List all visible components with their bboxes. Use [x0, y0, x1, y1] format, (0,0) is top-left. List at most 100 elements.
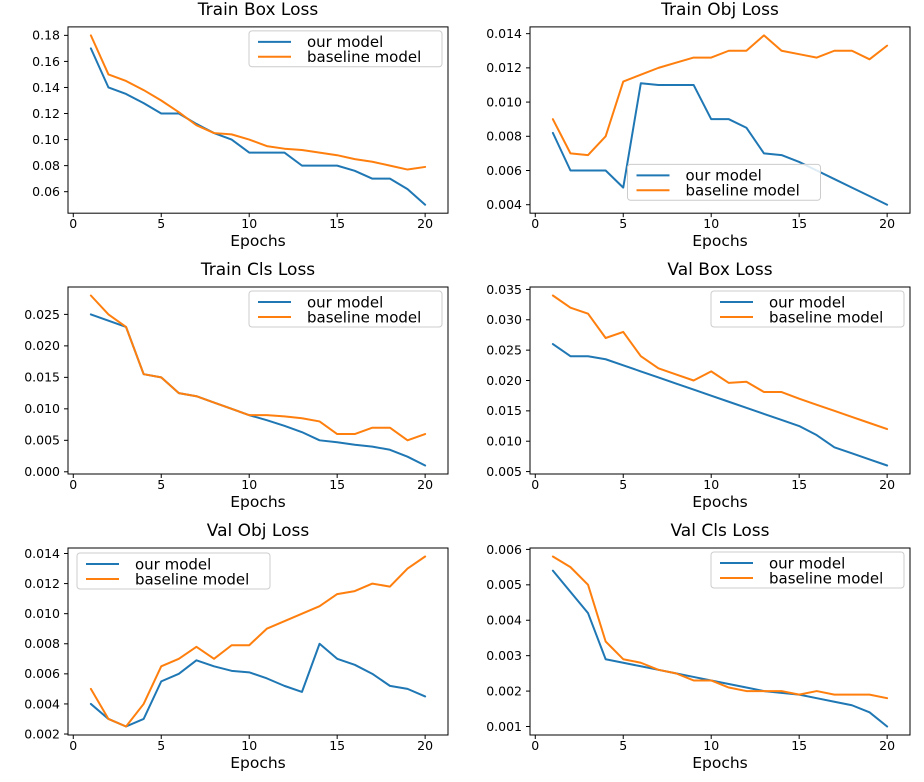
chart-svg: 0.000 0.005 0.010 0.015 0.020 0.025 0 5 10 15 20 Tr… — [24, 260, 449, 511]
x-tick-label: 0 — [69, 477, 77, 492]
chart-val-obj-loss: 0.002 0.004 0.006 0.008 0.010 0.012 0.014 0 5 10 1… — [0, 521, 462, 782]
y-tick-label: 0.06 — [32, 184, 60, 199]
x-axis-label: Epochs — [230, 232, 286, 250]
legend-label: baseline model — [686, 182, 800, 200]
series-line-our-model — [551, 569, 889, 728]
x-tick-label: 15 — [329, 477, 345, 492]
y-tick-label: 0.015 — [24, 370, 60, 385]
series-line-our-model — [551, 343, 889, 467]
y-tick-label: 0.004 — [486, 613, 522, 628]
chart-train-box-loss: 0.06 0.08 0.10 0.12 0.14 0.16 0.18 0 5 10 15 20 Trai… — [0, 0, 462, 260]
x-axis-label: Epochs — [230, 493, 286, 511]
legend-label: baseline model — [307, 48, 421, 66]
x-tick-label: 15 — [329, 738, 345, 753]
y-tick-label: 0.025 — [486, 343, 522, 358]
y-tick-label: 0.12 — [32, 106, 60, 121]
y-tick-label: 0.030 — [486, 312, 522, 327]
y-tick-label: 0.000 — [24, 464, 60, 479]
series-line-our-model — [89, 642, 427, 728]
y-tick-label: 0.035 — [486, 282, 522, 297]
y-tick-label: 0.020 — [24, 338, 60, 353]
legend-box — [710, 551, 905, 589]
x-tick-label: 0 — [531, 477, 539, 492]
x-tick-label: 5 — [157, 738, 165, 753]
series-line-our-model — [89, 313, 427, 467]
x-tick-label: 10 — [703, 738, 719, 753]
x-tick-label: 10 — [703, 216, 719, 231]
x-tick-label: 15 — [791, 216, 807, 231]
y-tick-label: 0.10 — [32, 132, 60, 147]
legend-box — [710, 290, 905, 328]
y-tick-label: 0.014 — [24, 546, 60, 561]
x-tick-label: 20 — [417, 216, 433, 231]
chart-svg: 0.001 0.002 0.003 0.004 0.005 0.006 0 5 10 15 20 Va… — [486, 521, 911, 772]
chart-svg: 0.06 0.08 0.10 0.12 0.14 0.16 0.18 0 5 10 15 20 Trai… — [32, 0, 449, 250]
chart-svg: 0.004 0.006 0.008 0.010 0.012 0.014 0 5 10 15 20 Tr… — [486, 0, 911, 250]
x-tick-label: 5 — [157, 216, 165, 231]
x-tick-label: 20 — [879, 477, 895, 492]
series-line-baseline-model — [89, 555, 427, 728]
y-tick-label: 0.008 — [24, 636, 60, 651]
series-line-our-model — [551, 82, 889, 206]
chart-title: Train Box Loss — [197, 0, 318, 19]
chart-val-box-loss: 0.005 0.010 0.015 0.020 0.025 0.030 0.035 0 5 10 1… — [462, 260, 924, 521]
chart-title: Train Obj Loss — [660, 0, 779, 19]
legend-label: our model — [307, 293, 383, 311]
legend-box — [76, 552, 271, 590]
y-tick-label: 0.006 — [486, 163, 522, 178]
series-line-our-model — [89, 47, 427, 206]
x-axis-label: Epochs — [692, 232, 748, 250]
legend-label: our model — [307, 33, 383, 51]
chart-title: Val Cls Loss — [671, 521, 770, 541]
legend-label: baseline model — [769, 308, 883, 326]
x-tick-label: 0 — [531, 738, 539, 753]
x-axis-label: Epochs — [692, 493, 748, 511]
legend-label: baseline model — [135, 570, 249, 588]
x-tick-label: 10 — [703, 477, 719, 492]
series-line-baseline-model — [551, 294, 889, 431]
legend-label: our model — [686, 167, 762, 185]
legend-label: our model — [135, 555, 211, 573]
y-tick-label: 0.014 — [486, 26, 522, 41]
chart-title: Val Box Loss — [667, 260, 772, 280]
y-tick-label: 0.006 — [24, 666, 60, 681]
series-line-baseline-model — [89, 294, 427, 442]
x-tick-label: 5 — [619, 738, 627, 753]
legend-label: baseline model — [769, 569, 883, 587]
y-tick-label: 0.005 — [486, 464, 522, 479]
y-tick-label: 0.002 — [486, 683, 522, 698]
series-line-baseline-model — [551, 555, 889, 700]
chart-title: Val Obj Loss — [207, 521, 310, 541]
x-tick-label: 0 — [69, 216, 77, 231]
y-tick-label: 0.005 — [486, 577, 522, 592]
y-tick-label: 0.015 — [486, 403, 522, 418]
x-tick-label: 5 — [619, 477, 627, 492]
y-tick-label: 0.025 — [24, 307, 60, 322]
y-tick-label: 0.010 — [486, 94, 522, 109]
legend-box — [248, 30, 443, 68]
y-tick-label: 0.012 — [486, 60, 522, 75]
plot-area — [529, 26, 911, 214]
y-tick-label: 0.010 — [24, 401, 60, 416]
legend-label: our model — [769, 293, 845, 311]
x-tick-label: 10 — [241, 738, 257, 753]
x-axis-label: Epochs — [692, 754, 748, 772]
plot-area — [67, 286, 449, 475]
x-tick-label: 15 — [791, 738, 807, 753]
y-tick-label: 0.012 — [24, 576, 60, 591]
legend-label: our model — [769, 554, 845, 572]
y-tick-label: 0.020 — [486, 373, 522, 388]
x-tick-label: 0 — [69, 738, 77, 753]
chart-train-cls-loss: 0.000 0.005 0.010 0.015 0.020 0.025 0 5 10 15 20 Tr… — [0, 260, 462, 521]
y-tick-label: 0.004 — [24, 696, 60, 711]
y-tick-label: 0.005 — [24, 433, 60, 448]
y-tick-label: 0.001 — [486, 719, 522, 734]
chart-title: Train Cls Loss — [200, 260, 315, 280]
y-tick-label: 0.008 — [486, 129, 522, 144]
legend-box — [248, 290, 443, 328]
chart-val-cls-loss: 0.001 0.002 0.003 0.004 0.005 0.006 0 5 10 15 20 Va… — [462, 521, 924, 782]
